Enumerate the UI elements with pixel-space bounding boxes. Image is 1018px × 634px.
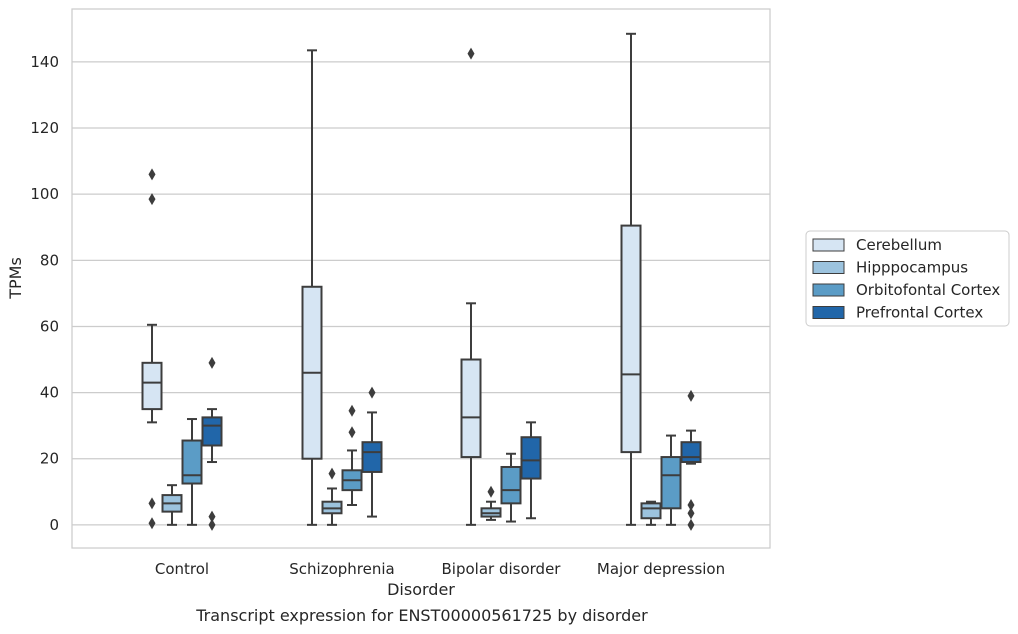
- box-body: [181, 439, 203, 485]
- outlier-point: [487, 485, 495, 498]
- box-cerebellum: [460, 47, 482, 526]
- y-tick-label: 120: [30, 119, 59, 137]
- y-axis-ticks: 0 20 40 60 80 100 120 140: [30, 53, 59, 534]
- box-body: [520, 436, 542, 480]
- outlier-point: [328, 467, 336, 480]
- outlier-point: [148, 517, 156, 530]
- y-tick-label: 0: [49, 516, 59, 534]
- outlier-point: [687, 499, 695, 512]
- y-tick-label: 100: [30, 185, 59, 203]
- box-hipppocampus: [321, 467, 343, 526]
- outlier-point: [467, 47, 475, 60]
- box-prefrontal-cortex: [520, 421, 542, 520]
- outlier-point: [348, 404, 356, 417]
- outlier-point: [348, 426, 356, 439]
- outlier-point: [208, 356, 216, 369]
- x-axis-ticks: Control Schizophrenia Bipolar disorder Majo…: [155, 560, 725, 578]
- legend-swatch: [812, 261, 845, 274]
- outlier-point: [208, 510, 216, 523]
- legend-swatch: [812, 238, 845, 252]
- box-cerebellum: [620, 32, 642, 526]
- outlier-point: [368, 386, 376, 399]
- box-body: [460, 358, 482, 459]
- plot-area-frame: [71, 8, 771, 549]
- outlier-point: [148, 497, 156, 510]
- legend-swatch: [812, 306, 845, 319]
- box-body: [201, 416, 223, 447]
- box-body: [680, 441, 702, 464]
- y-tick-label: 40: [40, 384, 59, 402]
- box-prefrontal-cortex: [201, 356, 223, 531]
- y-tick-label: 60: [40, 317, 59, 335]
- y-axis-label: TPMs: [6, 257, 25, 300]
- box-cerebellum: [301, 49, 323, 526]
- box-hipppocampus: [480, 485, 502, 521]
- box-orbitofontal-cortex: [181, 418, 203, 526]
- box-body: [500, 465, 522, 505]
- legend: Cerebellum Hipppocampus Orbitofontal Corte…: [805, 230, 1010, 327]
- box-body: [361, 441, 383, 473]
- y-tick-label: 140: [30, 53, 59, 71]
- outlier-point: [148, 168, 156, 181]
- legend-frame: [805, 230, 1010, 327]
- outlier-point: [208, 518, 216, 531]
- legend-label: Hipppocampus: [856, 259, 968, 277]
- y-tick-label: 80: [40, 251, 59, 269]
- outlier-point: [687, 389, 695, 402]
- chart-caption: Transcript expression for ENST0000056172…: [196, 606, 648, 625]
- x-tick-label: Bipolar disorder: [442, 560, 562, 578]
- box-cerebellum: [141, 168, 163, 530]
- box-body: [141, 361, 163, 411]
- box-orbitofontal-cortex: [500, 452, 522, 523]
- box-body: [620, 224, 642, 454]
- box-orbitofontal-cortex: [660, 434, 682, 526]
- x-tick-label: Control: [155, 560, 209, 578]
- box-series: [141, 32, 702, 531]
- legend-label: Orbitofontal Cortex: [856, 281, 1000, 299]
- box-prefrontal-cortex: [361, 386, 383, 518]
- legend-label: Cerebellum: [856, 236, 942, 254]
- y-tick-label: 20: [40, 450, 59, 468]
- box-hipppocampus: [161, 484, 183, 526]
- box-body: [640, 502, 662, 520]
- x-tick-label: Major depression: [597, 560, 725, 578]
- box-hipppocampus: [640, 500, 662, 526]
- outlier-point: [687, 507, 695, 520]
- legend-swatch: [812, 283, 845, 297]
- legend-label: Prefrontal Cortex: [856, 304, 983, 322]
- outlier-point: [148, 193, 156, 206]
- box-body: [660, 456, 682, 510]
- box-orbitofontal-cortex: [341, 404, 363, 507]
- outlier-point: [687, 518, 695, 531]
- x-axis-label: Disorder: [387, 580, 455, 599]
- box-prefrontal-cortex: [680, 389, 702, 531]
- x-tick-label: Schizophrenia: [289, 560, 394, 578]
